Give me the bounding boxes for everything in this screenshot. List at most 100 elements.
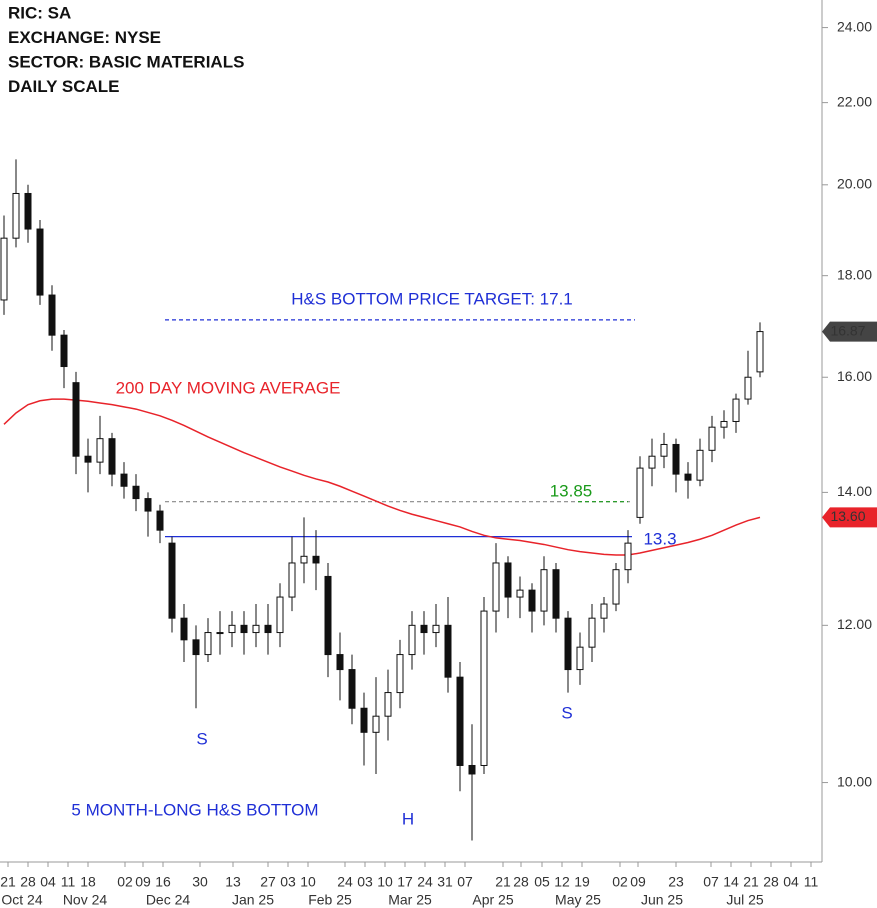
candle-body — [744, 376, 752, 400]
candle-body — [252, 624, 260, 634]
candle-body — [228, 624, 236, 634]
candle-body — [348, 669, 356, 709]
y-tick-label: 18.00 — [837, 266, 872, 282]
candle-body — [372, 715, 380, 733]
candle-body — [600, 603, 608, 619]
candle-body — [216, 632, 224, 635]
candle-body — [516, 589, 524, 598]
price-tag-label: 13.60 — [830, 508, 865, 524]
x-tick-label: 24 — [417, 874, 433, 890]
x-tick-label: 11 — [61, 874, 76, 890]
candle-body — [312, 555, 320, 564]
x-tick-label: 18 — [80, 874, 96, 890]
month-label: May 25 — [555, 892, 601, 908]
y-tick-label: 16.00 — [837, 368, 872, 384]
candle-body — [60, 334, 68, 368]
x-tick-label: 16 — [155, 874, 171, 890]
candle-body — [408, 624, 416, 656]
x-tick-label: 30 — [192, 874, 208, 890]
candle-body — [576, 646, 584, 671]
x-tick-label: 23 — [668, 874, 684, 890]
month-label: Feb 25 — [308, 892, 352, 908]
x-tick-label: 19 — [574, 874, 590, 890]
candle-body — [156, 510, 164, 531]
candle-body — [384, 692, 392, 717]
month-label: Jan 25 — [232, 892, 274, 908]
y-tick-label: 12.00 — [837, 616, 872, 632]
candle-body — [636, 467, 644, 518]
candle-body — [660, 443, 668, 457]
annotation: S — [196, 729, 207, 748]
candle-body — [36, 228, 44, 296]
month-label: Mar 25 — [388, 892, 432, 908]
candle-body — [732, 398, 740, 422]
month-label: Oct 24 — [1, 892, 42, 908]
x-tick-label: 09 — [630, 874, 646, 890]
x-tick-label: 09 — [135, 874, 151, 890]
month-label: Jun 25 — [641, 892, 683, 908]
candle-body — [168, 542, 176, 619]
moving-average-line — [3, 398, 761, 556]
price-tag — [822, 507, 877, 528]
x-tick-label: 10 — [377, 874, 393, 890]
candle-body — [564, 617, 572, 671]
x-tick-label: 28 — [763, 874, 779, 890]
candle-body — [504, 562, 512, 598]
x-tick-label: 03 — [357, 874, 373, 890]
info-line: DAILY SCALE — [8, 77, 119, 96]
candle-body — [276, 596, 284, 634]
y-tick-label: 10.00 — [837, 773, 872, 789]
candle-body — [708, 426, 716, 451]
candle-body — [612, 569, 620, 605]
info-line: RIC: SA — [8, 3, 71, 22]
annotation: 13.85 — [550, 481, 593, 500]
x-tick-label: 28 — [513, 874, 529, 890]
candle-body — [672, 443, 680, 475]
candle-body — [84, 455, 92, 463]
candle-body — [480, 610, 488, 766]
candle-body — [240, 624, 248, 634]
price-tag — [822, 321, 877, 342]
x-tick-label: 07 — [703, 874, 719, 890]
month-label: Jul 25 — [726, 892, 764, 908]
candle-body — [48, 294, 56, 336]
candle-body — [12, 192, 20, 239]
candle-body — [720, 420, 728, 428]
price-tag-label: 16.87 — [830, 322, 865, 338]
annotation: S — [561, 703, 572, 722]
candle-body — [192, 639, 200, 656]
x-tick-label: 17 — [397, 874, 413, 890]
x-tick-label: 21 — [743, 874, 759, 890]
x-tick-label: 21 — [495, 874, 511, 890]
candle-body — [144, 498, 152, 512]
info-line: SECTOR: BASIC MATERIALS — [8, 52, 244, 71]
candle-body — [264, 624, 272, 634]
candle-body — [468, 764, 476, 775]
candle-body — [756, 331, 764, 373]
candle-body — [552, 569, 560, 619]
candle-body — [432, 624, 440, 634]
x-tick-label: 02 — [117, 874, 133, 890]
x-tick-label: 24 — [337, 874, 353, 890]
x-tick-label: 27 — [260, 874, 276, 890]
x-tick-label: 13 — [225, 874, 241, 890]
info-line: EXCHANGE: NYSE — [8, 28, 161, 47]
candle-body — [588, 617, 596, 648]
x-tick-label: 05 — [534, 874, 550, 890]
candle-body — [684, 473, 692, 481]
x-tick-label: 10 — [300, 874, 316, 890]
x-tick-label: 04 — [783, 874, 799, 890]
x-tick-label: 11 — [804, 874, 819, 890]
candle-body — [132, 485, 140, 500]
month-label: Apr 25 — [472, 892, 513, 908]
candle-body — [456, 676, 464, 766]
annotation: 13.3 — [643, 529, 676, 548]
x-tick-label: 02 — [612, 874, 628, 890]
annotation: H — [402, 809, 414, 828]
x-tick-label: 14 — [723, 874, 739, 890]
x-tick-label: 21 — [0, 874, 16, 890]
candle-body — [108, 438, 116, 475]
x-tick-label: 31 — [437, 874, 453, 890]
